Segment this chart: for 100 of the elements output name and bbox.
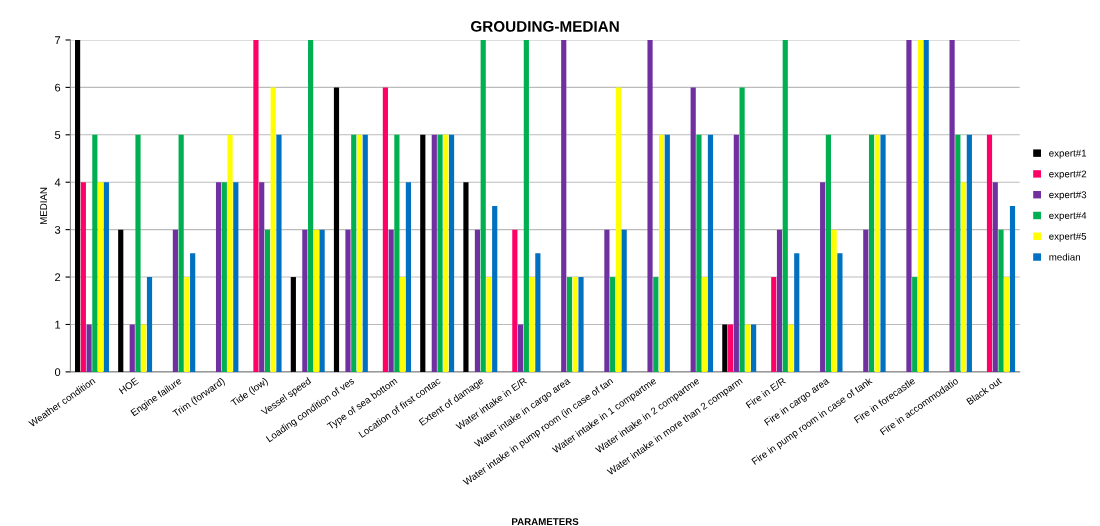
- bar: [480, 39, 486, 372]
- bar: [955, 134, 961, 372]
- bar: [253, 39, 259, 372]
- bar: [728, 324, 734, 372]
- y-tick-label: 4: [54, 178, 61, 187]
- bar: [1009, 205, 1016, 372]
- bar: [923, 39, 929, 372]
- bar: [86, 324, 92, 372]
- y-tick-label: 1: [55, 320, 61, 329]
- bar: [345, 229, 351, 372]
- bar: [745, 324, 751, 372]
- bar: [474, 229, 481, 372]
- bar: [535, 253, 541, 372]
- bar: [707, 134, 714, 372]
- y-tick-label: 3: [54, 225, 61, 234]
- bar: [190, 253, 196, 372]
- bar: [739, 87, 745, 372]
- bar: [998, 229, 1004, 372]
- bar: [696, 134, 702, 372]
- bar: [561, 39, 567, 372]
- bar: [313, 229, 319, 372]
- bar: [443, 134, 449, 372]
- bar: [788, 324, 794, 372]
- bar: [276, 134, 282, 372]
- bar: [906, 39, 912, 372]
- x-axis-title: PARAMETERS: [512, 518, 579, 526]
- bar: [776, 229, 783, 372]
- bar: [529, 277, 535, 372]
- y-axis-title: MEDIAN: [40, 187, 47, 225]
- bar: [986, 134, 993, 372]
- bar: [578, 277, 584, 372]
- bar: [492, 205, 498, 372]
- bar: [615, 87, 621, 372]
- bar: [949, 39, 955, 372]
- bar: [880, 134, 886, 372]
- bar: [75, 39, 81, 372]
- bar: [80, 182, 86, 372]
- bar: [141, 324, 147, 372]
- bar: [215, 182, 222, 372]
- bar: [566, 277, 573, 372]
- bar: [172, 229, 178, 372]
- bar: [270, 87, 276, 372]
- bar: [184, 277, 190, 372]
- bar: [992, 182, 998, 372]
- legend-label: expert#2: [1049, 170, 1087, 180]
- bar: [722, 324, 728, 372]
- legend-label: expert#5: [1049, 232, 1087, 242]
- bar: [863, 229, 869, 372]
- bar: [664, 134, 670, 372]
- chart-title: GROUDING-MEDIAN: [470, 20, 619, 32]
- y-tick-label: 0: [54, 368, 61, 377]
- bar: [388, 229, 394, 372]
- bar: [604, 229, 610, 372]
- bar: [400, 277, 406, 372]
- bar: [518, 324, 524, 372]
- bar: [382, 87, 388, 372]
- bar: [512, 229, 518, 372]
- bar: [431, 134, 437, 372]
- bar: [394, 134, 400, 372]
- bar: [221, 182, 227, 372]
- bar: [319, 229, 325, 372]
- bar: [92, 134, 98, 372]
- bar: [751, 324, 757, 372]
- bar: [264, 229, 271, 372]
- bar: [178, 134, 184, 372]
- bar: [966, 134, 972, 372]
- bar: [702, 277, 708, 372]
- bar: [351, 134, 357, 372]
- bar: [782, 39, 788, 372]
- bar: [621, 229, 627, 372]
- bar: [437, 134, 443, 372]
- legend-label: expert#3: [1049, 191, 1087, 201]
- bar: [486, 277, 492, 372]
- bar: [227, 134, 233, 372]
- bar: [356, 134, 363, 372]
- bar: [917, 39, 924, 372]
- bar: [98, 182, 104, 372]
- y-tick-label: 5: [54, 131, 61, 139]
- bar: [233, 182, 239, 372]
- bar: [794, 253, 800, 372]
- y-tick-label: 2: [55, 273, 61, 282]
- y-tick-label: 6: [55, 83, 61, 92]
- legend-label: expert#4: [1049, 212, 1087, 221]
- bar: [103, 182, 109, 372]
- bar: [610, 277, 616, 372]
- bar: [825, 134, 831, 372]
- bar: [290, 277, 296, 372]
- legend-label: median: [1049, 253, 1081, 261]
- bar: [308, 39, 314, 372]
- bar: [259, 182, 265, 372]
- bar: [362, 134, 368, 372]
- bar: [572, 277, 578, 372]
- bar: [771, 277, 777, 372]
- bar: [333, 87, 340, 372]
- bar: [146, 277, 153, 372]
- legend-label: expert#1: [1049, 149, 1087, 159]
- bar: [129, 324, 135, 372]
- bar: [135, 134, 141, 372]
- bar: [961, 182, 967, 372]
- bar: [658, 134, 665, 372]
